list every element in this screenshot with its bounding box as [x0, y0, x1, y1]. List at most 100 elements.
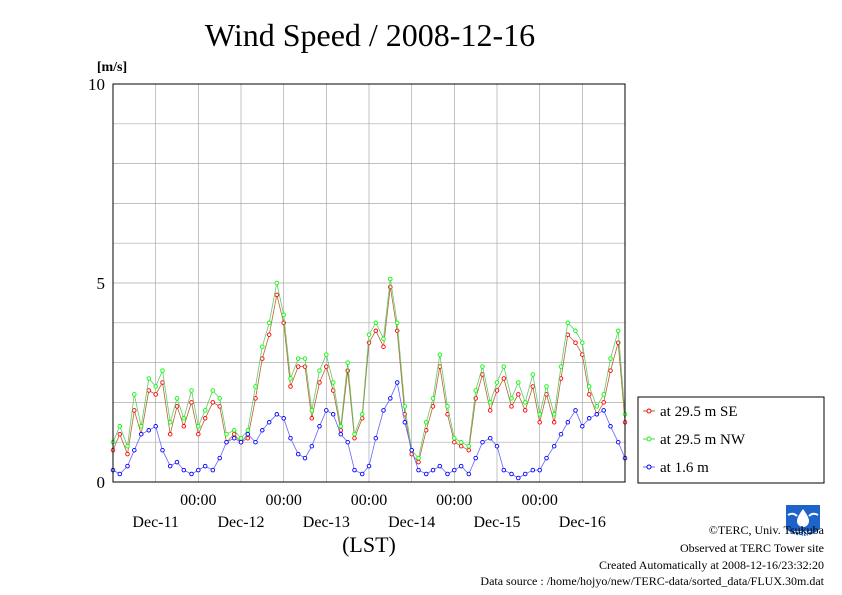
- data-point: [295, 451, 301, 457]
- data-point: [160, 368, 165, 373]
- data-point: [295, 364, 301, 369]
- data-point: [281, 312, 286, 318]
- data-point: [366, 340, 372, 345]
- data-point: [196, 431, 201, 437]
- data-point: [117, 424, 123, 429]
- legend-label: at 1.6 m: [660, 460, 709, 476]
- data-point: [309, 443, 315, 449]
- data-point: [501, 364, 507, 369]
- data-point: [366, 332, 372, 337]
- data-point: [174, 404, 180, 409]
- data-point: [324, 408, 329, 413]
- data-point: [445, 404, 450, 409]
- data-point: [494, 443, 500, 449]
- data-point: [601, 408, 606, 413]
- data-point: [522, 471, 528, 477]
- data-point: [501, 376, 507, 381]
- data-point: [458, 439, 464, 445]
- data-point: [551, 443, 557, 449]
- y-tick-label: 0: [97, 473, 106, 492]
- data-point: [146, 428, 152, 433]
- source-text: Data source : /home/hojyo/new/TERC-data/…: [480, 574, 824, 588]
- data-point: [138, 431, 144, 437]
- data-point: [274, 280, 280, 286]
- chart-title: Wind Speed / 2008-12-16: [205, 17, 535, 53]
- data-point: [608, 424, 613, 429]
- grid-lines: [113, 84, 625, 482]
- x-tick-label: 00:00: [265, 492, 301, 509]
- data-point: [288, 384, 293, 389]
- data-point: [324, 352, 329, 357]
- data-point: [338, 431, 344, 437]
- data-point: [132, 447, 137, 453]
- data-point: [352, 467, 357, 473]
- data-point: [466, 447, 472, 453]
- data-point: [160, 447, 165, 453]
- data-point: [274, 292, 280, 298]
- data-point: [330, 380, 336, 385]
- data-point: [189, 400, 194, 405]
- data-point: [138, 424, 144, 429]
- data-point: [608, 356, 613, 361]
- data-point: [430, 467, 436, 473]
- data-point: [210, 388, 216, 393]
- data-point: [537, 467, 542, 473]
- data-point: [210, 400, 216, 405]
- data-point: [522, 408, 528, 413]
- data-point: [423, 420, 429, 425]
- data-point: [601, 392, 606, 397]
- data-point: [146, 376, 152, 381]
- data-point: [153, 392, 158, 397]
- x-date-label: Dec-11: [132, 514, 179, 531]
- x-date-label: Dec-14: [388, 514, 435, 531]
- data-point: [601, 400, 606, 405]
- data-point: [615, 328, 621, 334]
- data-point: [544, 384, 549, 389]
- data-point: [295, 356, 301, 361]
- data-point: [281, 416, 286, 421]
- plot-frame: [112, 83, 626, 483]
- data-point: [551, 420, 557, 425]
- data-point: [416, 455, 421, 461]
- data-point: [537, 412, 542, 417]
- data-point: [580, 424, 585, 429]
- data-point: [189, 388, 194, 393]
- data-point: [181, 424, 187, 429]
- x-axis-label: (LST): [342, 532, 396, 557]
- y-tick-label: 5: [97, 274, 106, 293]
- data-point: [381, 336, 386, 341]
- data-point: [338, 424, 344, 429]
- data-point: [317, 424, 322, 429]
- data-point: [416, 467, 421, 473]
- data-point: [594, 404, 600, 409]
- data-point: [487, 400, 493, 405]
- data-point: [551, 412, 557, 417]
- data-point: [245, 435, 251, 441]
- created-text: Created Automatically at 2008-12-16/23:3…: [599, 558, 824, 572]
- data-point: [189, 471, 194, 477]
- data-point: [266, 420, 272, 425]
- data-point: [117, 431, 123, 437]
- x-date-label: Dec-13: [303, 514, 350, 531]
- data-point: [537, 420, 542, 425]
- data-point: [174, 459, 180, 465]
- data-point: [494, 380, 500, 385]
- legend-swatch-marker: [646, 408, 652, 414]
- data-point: [181, 416, 187, 421]
- legend-swatch-marker: [646, 436, 652, 442]
- data-point: [544, 455, 549, 461]
- data-point: [445, 471, 450, 477]
- data-point: [509, 396, 514, 401]
- data-point: [253, 384, 258, 389]
- data-point: [146, 388, 152, 393]
- terc-logo-icon: TERC: [786, 505, 820, 538]
- data-point: [224, 439, 229, 445]
- data-point: [530, 372, 536, 377]
- data-point: [388, 396, 393, 401]
- x-date-label: Dec-15: [473, 514, 520, 531]
- legend-label: at 29.5 m NW: [660, 432, 746, 448]
- data-point: [437, 463, 443, 469]
- data-point: [381, 408, 386, 413]
- data-point: [580, 340, 585, 345]
